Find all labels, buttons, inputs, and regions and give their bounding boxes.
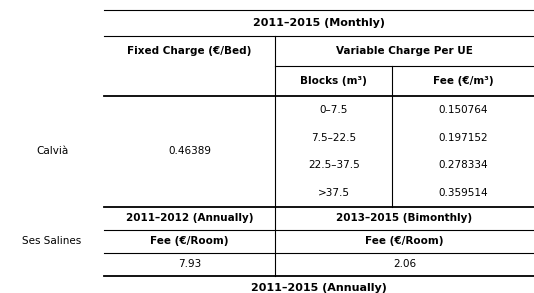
Text: Fee (€/m³): Fee (€/m³) — [433, 76, 493, 86]
Text: >37.5: >37.5 — [318, 188, 350, 198]
Text: 0.278334: 0.278334 — [438, 160, 488, 170]
Text: 22.5–37.5: 22.5–37.5 — [308, 160, 359, 170]
Text: 0.46389: 0.46389 — [168, 146, 211, 156]
Text: 2013–2015 (Bimonthly): 2013–2015 (Bimonthly) — [336, 213, 473, 223]
Text: 0.197152: 0.197152 — [438, 132, 488, 142]
Text: Fee (€/Room): Fee (€/Room) — [365, 236, 444, 246]
Text: 0.359514: 0.359514 — [438, 188, 488, 198]
Text: Variable Charge Per UE: Variable Charge Per UE — [336, 46, 473, 56]
Text: 0.150764: 0.150764 — [438, 105, 488, 115]
Text: 2011–2012 (Annually): 2011–2012 (Annually) — [126, 213, 253, 223]
Text: 2011–2015 (Monthly): 2011–2015 (Monthly) — [253, 18, 385, 28]
Text: Calvià: Calvià — [36, 146, 68, 156]
Text: 7.5–22.5: 7.5–22.5 — [311, 132, 356, 142]
Text: 2.06: 2.06 — [393, 259, 416, 269]
Text: 0–7.5: 0–7.5 — [319, 105, 348, 115]
Text: 2011–2015 (Annually): 2011–2015 (Annually) — [251, 283, 387, 293]
Text: Fixed Charge (€/Bed): Fixed Charge (€/Bed) — [128, 46, 252, 56]
Text: Ses Salines: Ses Salines — [22, 236, 82, 246]
Text: Fee (€/Room): Fee (€/Room) — [150, 236, 229, 246]
Text: Blocks (m³): Blocks (m³) — [300, 76, 367, 86]
Text: 7.93: 7.93 — [178, 259, 201, 269]
